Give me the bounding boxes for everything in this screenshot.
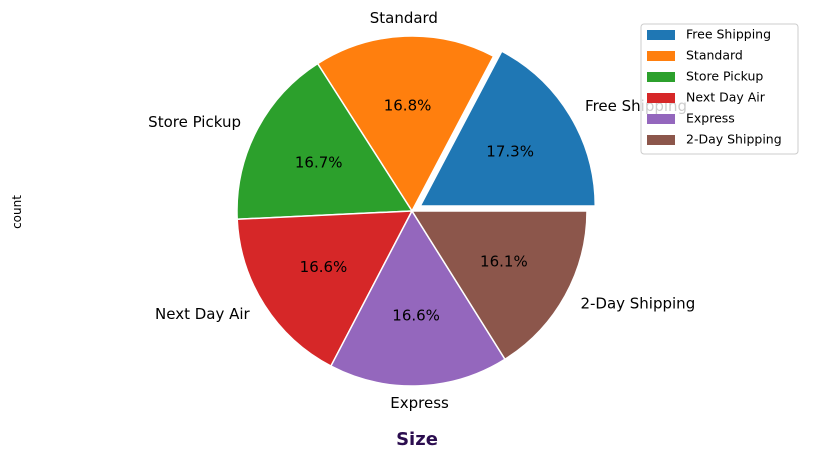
pie-slice-2-day-shipping	[411, 210, 588, 360]
category-label-express: Express	[390, 394, 449, 412]
category-label-standard: Standard	[370, 9, 438, 27]
legend-swatch-express	[647, 114, 675, 124]
legend: Free Shipping Standard Store Pickup Next Da…	[640, 23, 799, 155]
pie-slice-store-pickup	[236, 62, 413, 220]
legend-swatch-2-day-shipping	[647, 135, 675, 145]
pie-slice-next-day-air	[236, 210, 413, 367]
legend-swatch-free-shipping	[647, 30, 675, 40]
pie-slice-express	[330, 210, 506, 387]
legend-swatch-store-pickup	[647, 72, 675, 82]
legend-label-next-day-air: Next Day Air	[686, 90, 766, 105]
category-label-store-pickup: Store Pickup	[148, 113, 241, 131]
legend-swatch-next-day-air	[647, 93, 675, 103]
x-axis-label: Size	[396, 429, 438, 450]
percent-labels: 17.3% 16.8% 16.7% 16.6% 16.6% 16.1%	[295, 97, 534, 325]
percent-label-express: 16.6%	[392, 306, 440, 324]
pie-slice-standard	[316, 35, 495, 212]
legend-frame	[640, 23, 799, 155]
percent-label-standard: 16.8%	[384, 97, 432, 115]
legend-label-2-day-shipping: 2-Day Shipping	[686, 132, 782, 147]
legend-label-standard: Standard	[686, 48, 743, 63]
percent-label-next-day-air: 16.6%	[300, 258, 348, 276]
percent-label-store-pickup: 16.7%	[295, 153, 343, 171]
pie-slice-free-shipping	[419, 50, 596, 207]
y-axis-label: count	[10, 195, 24, 229]
legend-swatch-standard	[647, 51, 675, 61]
category-label-2-day-shipping: 2-Day Shipping	[580, 295, 695, 313]
legend-label-store-pickup: Store Pickup	[686, 69, 763, 84]
legend-label-express: Express	[686, 111, 735, 126]
percent-label-free-shipping: 17.3%	[486, 142, 534, 160]
category-label-next-day-air: Next Day Air	[155, 305, 251, 323]
percent-label-2-day-shipping: 16.1%	[480, 252, 528, 270]
pie-slices	[236, 35, 596, 387]
legend-label-free-shipping: Free Shipping	[686, 27, 771, 42]
